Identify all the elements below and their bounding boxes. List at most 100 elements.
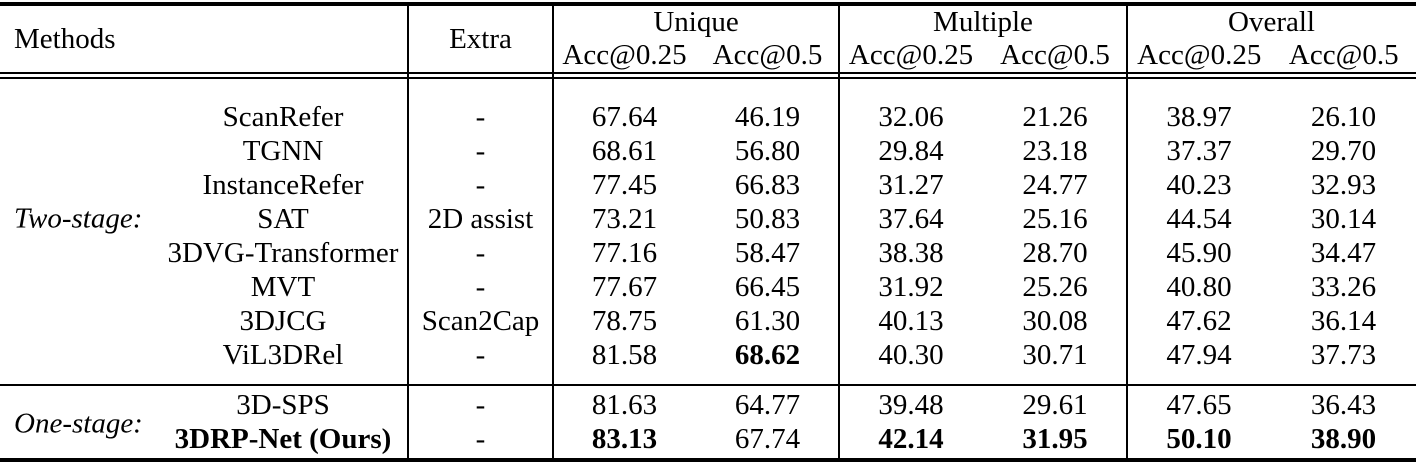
value-cell: 37.73 bbox=[1310, 339, 1377, 371]
header-methods: Methods bbox=[14, 22, 116, 55]
value-cell: 78.75 bbox=[591, 305, 658, 337]
value-cell: 32.06 bbox=[878, 101, 944, 133]
stage-label-one-stage: One-stage: bbox=[14, 407, 143, 440]
table-header: Methods Extra Unique Acc@0.25 Acc@0.5 Mu… bbox=[0, 6, 1416, 72]
value-cell: 42.14 bbox=[878, 423, 944, 455]
method-name: InstanceRefer bbox=[202, 169, 364, 201]
method-name: ScanRefer bbox=[222, 101, 344, 133]
value-cell: 40.23 bbox=[1166, 169, 1232, 201]
value-cell: 46.19 bbox=[734, 101, 801, 133]
section-one-stage: One-stage: 3D-SPS - 81.63 64.77 39.48 29.61… bbox=[0, 386, 1416, 458]
table-row: MVT - 77.67 66.45 31.92 25.26 40.80 33.26 bbox=[0, 270, 1416, 304]
table-row: ScanRefer - 67.64 46.19 32.06 21.26 38.97 26.… bbox=[0, 100, 1416, 134]
table-row: 3DVG-Transformer - 77.16 58.47 38.38 28.70 4… bbox=[0, 236, 1416, 270]
value-cell: 37.64 bbox=[878, 203, 944, 235]
value-cell: 38.38 bbox=[878, 237, 944, 269]
table-row: SAT 2D assist 73.21 50.83 37.64 25.16 44.54 3… bbox=[0, 202, 1416, 236]
vertical-rule-after-methods bbox=[407, 6, 409, 458]
value-cell: 47.65 bbox=[1166, 389, 1232, 421]
value-cell: 30.08 bbox=[1022, 305, 1088, 337]
extra-cell: - bbox=[475, 271, 486, 303]
value-cell: 50.83 bbox=[734, 203, 801, 235]
table-row: 3D-SPS - 81.63 64.77 39.48 29.61 47.65 36.43 bbox=[0, 388, 1416, 422]
extra-cell: - bbox=[475, 135, 486, 167]
value-cell: 29.61 bbox=[1022, 389, 1088, 421]
value-cell: 38.90 bbox=[1310, 423, 1377, 455]
value-cell: 44.54 bbox=[1166, 203, 1232, 235]
extra-cell: 2D assist bbox=[427, 203, 534, 235]
value-cell: 50.10 bbox=[1166, 423, 1232, 455]
header-unique-acc025: Acc@0.25 bbox=[562, 38, 687, 71]
value-cell: 39.48 bbox=[878, 389, 944, 421]
group-title-overall: Overall bbox=[1228, 5, 1315, 38]
value-cell: 77.45 bbox=[591, 169, 658, 201]
one-stage-rows: 3D-SPS - 81.63 64.77 39.48 29.61 47.65 36.43 … bbox=[0, 388, 1416, 456]
value-cell: 40.13 bbox=[878, 305, 944, 337]
value-cell: 61.30 bbox=[734, 305, 801, 337]
top-rule bbox=[0, 2, 1416, 6]
method-name: 3D-SPS bbox=[236, 389, 330, 421]
value-cell: 67.64 bbox=[591, 101, 658, 133]
header-extra: Extra bbox=[449, 22, 512, 55]
value-cell: 24.77 bbox=[1022, 169, 1088, 201]
extra-cell: - bbox=[475, 101, 486, 133]
extra-cell: - bbox=[475, 423, 486, 455]
value-cell: 81.58 bbox=[591, 339, 658, 371]
header-overall-acc05: Acc@0.5 bbox=[1288, 38, 1399, 71]
value-cell: 56.80 bbox=[734, 135, 801, 167]
value-cell: 68.62 bbox=[734, 339, 801, 371]
table-row: TGNN - 68.61 56.80 29.84 23.18 37.37 29.70 bbox=[0, 134, 1416, 168]
value-cell: 83.13 bbox=[591, 423, 658, 455]
two-stage-rows: ScanRefer - 67.64 46.19 32.06 21.26 38.97 26.… bbox=[0, 100, 1416, 372]
value-cell: 68.61 bbox=[591, 135, 658, 167]
value-cell: 29.84 bbox=[878, 135, 944, 167]
header-overall-acc025: Acc@0.25 bbox=[1137, 38, 1262, 71]
extra-cell: Scan2Cap bbox=[421, 305, 540, 337]
method-name: SAT bbox=[257, 203, 309, 235]
value-cell: 36.43 bbox=[1310, 389, 1377, 421]
header-multiple-acc025: Acc@0.25 bbox=[848, 38, 974, 71]
method-name: 3DJCG bbox=[239, 305, 327, 337]
value-cell: 31.27 bbox=[878, 169, 944, 201]
extra-cell: - bbox=[475, 169, 486, 201]
value-cell: 40.80 bbox=[1166, 271, 1232, 303]
value-cell: 58.47 bbox=[734, 237, 801, 269]
method-name: MVT bbox=[250, 271, 316, 303]
header-unique-acc05: Acc@0.5 bbox=[712, 38, 823, 71]
value-cell: 77.67 bbox=[591, 271, 658, 303]
value-cell: 73.21 bbox=[591, 203, 658, 235]
value-cell: 21.26 bbox=[1022, 101, 1088, 133]
value-cell: 30.14 bbox=[1310, 203, 1377, 235]
value-cell: 23.18 bbox=[1022, 135, 1088, 167]
value-cell: 66.83 bbox=[734, 169, 801, 201]
group-title-multiple: Multiple bbox=[933, 5, 1033, 38]
value-cell: 31.95 bbox=[1022, 423, 1088, 455]
value-cell: 31.92 bbox=[878, 271, 944, 303]
vertical-rule-after-extra bbox=[552, 6, 554, 458]
value-cell: 26.10 bbox=[1310, 101, 1377, 133]
value-cell: 25.16 bbox=[1022, 203, 1088, 235]
stage-label-two-stage: Two-stage: bbox=[14, 202, 143, 235]
value-cell: 77.16 bbox=[591, 237, 658, 269]
value-cell: 64.77 bbox=[734, 389, 801, 421]
value-cell: 25.26 bbox=[1022, 271, 1088, 303]
vertical-rule-after-unique bbox=[838, 6, 840, 458]
value-cell: 40.30 bbox=[878, 339, 944, 371]
method-name: 3DRP-Net (Ours) bbox=[174, 423, 392, 455]
group-title-unique: Unique bbox=[653, 5, 739, 38]
section-separator-rule bbox=[0, 384, 1416, 386]
header-group-multiple: Multiple Acc@0.25 Acc@0.5 bbox=[839, 6, 1127, 72]
value-cell: 67.74 bbox=[734, 423, 801, 455]
header-multiple-acc05: Acc@0.5 bbox=[1000, 38, 1110, 71]
value-cell: 47.62 bbox=[1166, 305, 1232, 337]
header-group-overall: Overall Acc@0.25 Acc@0.5 bbox=[1127, 6, 1416, 72]
table-row: ViL3DRel - 81.58 68.62 40.30 30.71 47.94 37.7… bbox=[0, 338, 1416, 372]
value-cell: 81.63 bbox=[591, 389, 658, 421]
value-cell: 32.93 bbox=[1310, 169, 1377, 201]
value-cell: 36.14 bbox=[1310, 305, 1377, 337]
value-cell: 33.26 bbox=[1310, 271, 1377, 303]
extra-cell: - bbox=[475, 237, 486, 269]
section-two-stage: Two-stage: ScanRefer - 67.64 46.19 32.06 21… bbox=[0, 80, 1416, 384]
value-cell: 38.97 bbox=[1166, 101, 1232, 133]
